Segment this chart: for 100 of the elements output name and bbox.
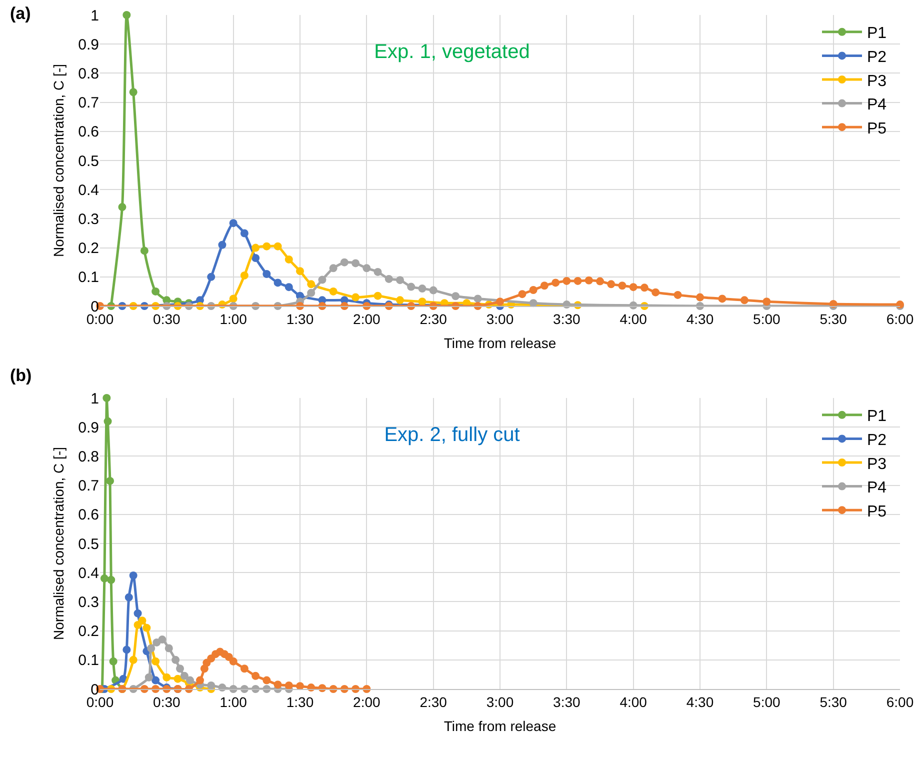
point [152,676,160,684]
point [274,278,282,287]
x-tick-label: 4:00 [620,310,648,327]
y-tick-label: 0.2 [78,240,99,258]
point [562,276,571,285]
point [174,674,182,683]
x-tick-label: 3:00 [486,310,514,327]
point [552,278,560,287]
point [158,636,166,644]
legend-label: P1 [867,25,887,42]
x-tick-label: 0:30 [153,694,181,710]
x-tick-label: 1:00 [220,694,248,710]
point [229,219,238,228]
x-tick-label: 5:30 [820,694,848,710]
point [142,624,151,632]
x-tick-label: 0:30 [153,310,181,327]
y-tick-label: 0.5 [78,536,99,553]
legend-label: P4 [867,480,887,497]
y-axis-title: Normalised concentration, C [-] [50,447,67,640]
point [240,664,248,673]
point [262,242,271,250]
point [129,656,138,664]
text: (a) [10,4,31,23]
point [176,664,184,673]
y-tick-label: 0.3 [78,594,99,611]
point [138,616,146,625]
y-tick-label: 0.5 [78,152,99,170]
x-tick-label: 5:30 [820,310,848,327]
point [186,676,194,684]
point [164,644,173,652]
point [240,229,248,238]
point [284,682,293,690]
point [429,286,438,294]
point [122,646,131,654]
point [100,574,108,582]
y-tick-label: 0.6 [78,506,99,524]
point [574,276,582,285]
x-tick-label: 2:00 [353,694,381,710]
point [229,294,238,303]
point [134,609,142,618]
point [352,259,360,268]
y-tick-label: 0.4 [78,182,99,199]
x-tick-label: 2:00 [353,310,381,327]
legend-label: P5 [867,503,887,520]
point [307,288,316,297]
point [407,282,416,291]
x-tick-label: 4:00 [620,694,648,710]
legend-label: P4 [867,96,887,114]
point [262,270,271,278]
y-tick-label: 0.1 [78,269,99,286]
point [252,672,260,680]
x-tick-label: 4:30 [686,310,714,327]
point [252,254,260,262]
y-tick-label: 1 [90,7,99,24]
y-tick-label: 0.6 [78,124,99,141]
point [740,296,748,304]
point [374,268,382,276]
point [274,242,282,250]
y-tick-label: 0.9 [78,36,99,54]
x-tick-label: 4:30 [686,694,714,710]
point [262,676,271,684]
point [762,298,771,306]
point [252,244,260,252]
point [296,682,304,690]
point [596,277,604,286]
point [124,593,133,602]
point [284,283,293,292]
point [152,287,160,296]
point [674,290,682,299]
point [329,264,338,272]
y-tick-label: 0.7 [78,478,99,495]
point [122,11,131,19]
point [340,258,348,266]
point [229,657,238,666]
point [718,294,726,303]
point [172,656,180,664]
y-tick-label: 0.2 [78,623,99,640]
point [218,240,226,249]
point [618,282,626,290]
point [374,292,382,300]
point [696,293,704,302]
y-tick-label: 0.8 [78,65,99,82]
x-tick-label: 5:00 [753,310,781,327]
point [584,276,593,284]
x-axis-title: Time from release [444,718,556,734]
x-tick-label: 5:00 [753,694,781,710]
x-tick-label: 1:30 [286,694,314,710]
point [107,576,116,584]
y-tick-label: 0.3 [78,210,99,228]
point [196,676,204,684]
x-axis-title: Time from release [444,335,556,352]
point [147,644,156,652]
point [152,657,160,666]
x-tick-label: 6:00 [886,310,914,327]
point [629,283,638,292]
point [529,286,538,294]
point [207,272,216,281]
point [518,290,526,298]
point [140,246,148,255]
legend-label: P3 [867,456,887,473]
